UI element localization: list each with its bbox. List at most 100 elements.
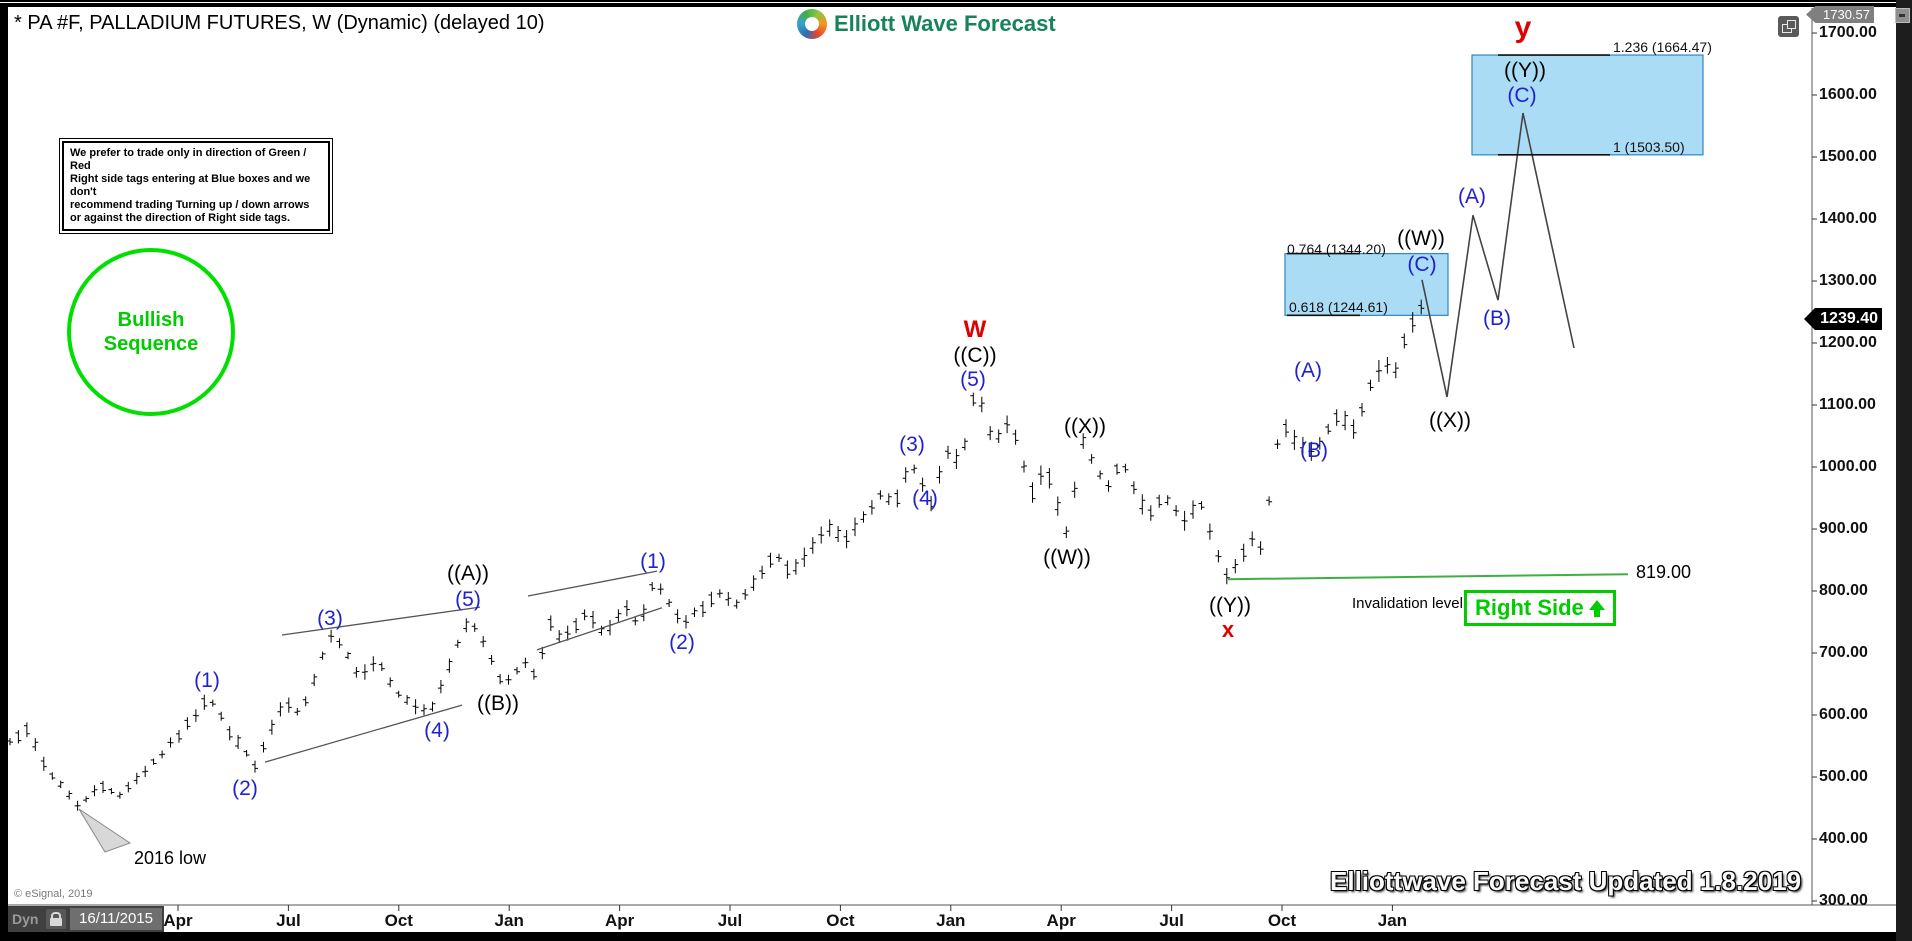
note-line: or against the direction of Right side t… [70,212,291,224]
wave-label: (C) [1407,253,1437,276]
date-field[interactable]: 16/11/2015 [70,908,162,930]
y-axis-label: 400.00 [1819,830,1868,847]
wave-label: y [1514,11,1532,44]
y-axis-label: 800.00 [1819,582,1868,599]
right-side-tag: Right Side [1464,590,1616,626]
y-axis-label: 1400.00 [1819,210,1877,227]
fib-level-label: 1.236 (1664.47) [1613,39,1712,55]
wave-label: ((W)) [1397,227,1445,250]
globe-swirl-icon [797,9,827,39]
x-axis-label: Apr [1046,911,1076,930]
x-axis-label: Jul [717,911,743,930]
y-axis-label: 600.00 [1819,706,1868,723]
trendline [536,607,663,651]
current-price-badge: 1239.40 [1804,308,1882,330]
lock-icon[interactable] [46,909,66,929]
wave-label: (C) [1507,84,1537,107]
wave-label: (3) [899,433,925,456]
wave-label: ((Y)) [1209,594,1251,617]
scrollbar-button[interactable] [1895,8,1910,23]
x-axis-label: Apr [604,911,635,930]
wave-label: (2) [232,777,258,800]
wave-label: (B) [1483,307,1511,330]
badge-text: Bullish [117,309,185,331]
wave-label: (A) [1458,185,1486,208]
wave-label: (5) [960,368,986,391]
note-line: Right side tags entering at Blue boxes a… [70,173,311,198]
invalidation-price: 819.00 [1636,562,1692,582]
y-axis-label: 1500.00 [1819,148,1877,165]
brand-logo: Elliott Wave Forecast [797,9,1056,39]
note-line: We prefer to trade only in direction of … [70,147,307,172]
y-axis-label: 1300.00 [1819,272,1877,289]
copyright-text: © eSignal, 2019 [14,888,93,900]
brand-name: Elliott Wave Forecast [834,11,1056,36]
low-2016-label: 2016 low [133,848,207,868]
wave-label: (A) [1294,359,1322,382]
footer-status-bar: Dyn 16/11/2015 [8,906,164,932]
wave-label: (1) [194,669,220,692]
wave-label: W [963,316,987,343]
x-axis-label: Jan [494,911,524,930]
x-axis-label: Jan [936,911,966,930]
x-axis-label: Jul [1159,911,1184,930]
wave-label: ((X)) [1064,415,1106,438]
wave-label: (5) [455,588,481,611]
wave-label: ((B)) [477,692,519,715]
up-arrow-icon [1588,598,1605,618]
y-axis-label: 1000.00 [1819,458,1877,475]
chart-title: * PA #F, PALLADIUM FUTURES, W (Dynamic) … [14,12,545,34]
bullish-sequence-badge: Bullish Sequence [67,248,235,416]
fib-level-label: 0.764 (1344.20) [1287,241,1386,257]
fib-level-label: 0.618 (1244.61) [1289,299,1388,315]
y-axis-label: 900.00 [1819,520,1868,537]
x-axis-label: Apr [163,911,193,930]
y-axis-label: 300.00 [1819,892,1868,909]
wave-label: x [1221,617,1235,642]
fib-level-label: 1 (1503.50) [1613,139,1685,155]
invalidation-line [1227,573,1629,581]
dyn-mode-label: Dyn [12,911,39,927]
wave-label: ((Y)) [1504,59,1546,82]
y-axis-label: 1600.00 [1819,86,1877,103]
y-axis-label: 1200.00 [1819,334,1877,351]
invalidation-label: Invalidation level [1352,595,1463,612]
wave-label: (B) [1300,439,1328,462]
wave-label: (1) [640,550,666,573]
wave-label: (4) [912,487,938,510]
forecast-path [1421,112,1575,398]
restore-window-icon[interactable] [1778,16,1799,37]
wave-label: ((W)) [1043,546,1091,569]
low-2016-arrow [78,808,132,853]
y-axis-label: 1700.00 [1819,24,1877,41]
price-bars [7,299,1425,811]
y-axis-label: 700.00 [1819,644,1868,661]
right-side-label: Right Side [1475,595,1584,620]
y-axis-label: 1100.00 [1819,396,1876,413]
x-axis-label: Oct [826,911,855,930]
right-scrollbar[interactable] [1895,0,1912,941]
window-top-edge [0,2,1896,3]
x-axis-label: Oct [1267,911,1297,930]
wave-label: (4) [424,719,450,742]
scale-top-marker: 1730.57 [1806,6,1874,23]
wave-label: ((X)) [1429,409,1471,432]
x-axis-label: Oct [384,911,413,930]
x-axis-label: Jul [276,911,301,930]
trendline [281,606,481,636]
fib-target-box [1471,54,1704,156]
update-note: Elliottwave Forecast Updated 1.8.2019 [1330,866,1802,896]
wave-label: (2) [669,631,695,654]
x-axis-label: Jan [1377,911,1408,930]
disclaimer-note-box: We prefer to trade only in direction of … [59,138,333,234]
wave-label: ((A)) [447,562,489,585]
y-axis-label: 500.00 [1819,768,1868,785]
note-line: recommend trading Turning up / down arro… [70,199,310,211]
trendline [264,704,463,763]
wave-label: (3) [317,607,343,630]
badge-text: Sequence [103,333,199,355]
trendline [527,570,658,597]
wave-label: ((C)) [953,344,997,367]
